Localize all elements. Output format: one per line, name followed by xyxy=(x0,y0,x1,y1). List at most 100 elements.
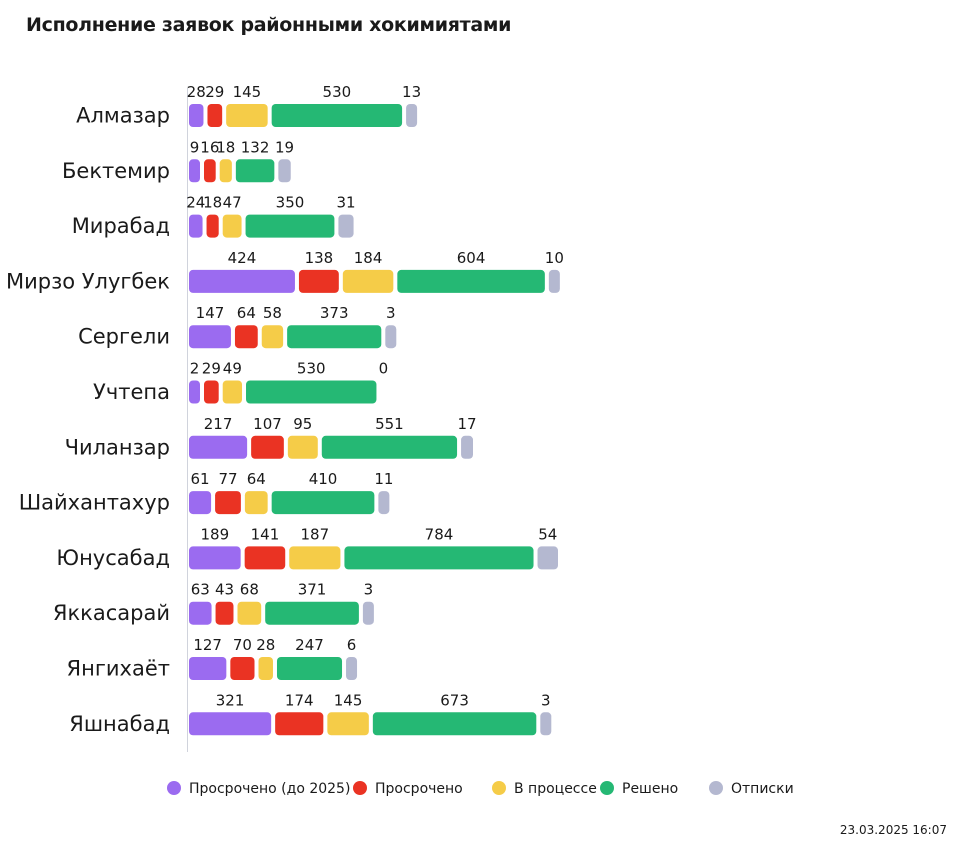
bar-segment xyxy=(338,214,354,238)
bar-segment xyxy=(372,712,537,736)
bar-segment xyxy=(327,712,369,736)
value-label: 19 xyxy=(275,138,294,156)
bar-segment xyxy=(189,214,203,238)
bar-segment xyxy=(244,546,286,570)
category-label: Алмазар xyxy=(76,104,170,128)
category-label: Юнусабад xyxy=(56,546,170,570)
value-label: 189 xyxy=(201,525,230,543)
value-label: 132 xyxy=(241,138,270,156)
value-label: 61 xyxy=(190,470,209,488)
bar-segment xyxy=(548,269,560,293)
category-label: Бектемир xyxy=(62,159,170,183)
value-label: 29 xyxy=(202,360,221,378)
value-label: 174 xyxy=(285,691,314,709)
value-label: 49 xyxy=(223,360,242,378)
bar-segment xyxy=(362,601,374,625)
legend-swatch xyxy=(709,781,723,795)
legend-label: Отписки xyxy=(731,781,794,797)
value-label: 321 xyxy=(216,691,245,709)
value-label: 58 xyxy=(263,304,282,322)
bar-segment xyxy=(258,657,273,680)
value-label: 6 xyxy=(347,636,357,654)
bar-segment xyxy=(397,269,545,293)
bar-segment xyxy=(189,269,295,293)
legend-label: Просрочено xyxy=(375,781,463,797)
bar-segment xyxy=(189,546,241,570)
value-label: 28 xyxy=(256,636,275,654)
bar-segment xyxy=(271,491,375,515)
category-label: Яшнабад xyxy=(69,712,170,736)
chart-row: Учтепа 2 29 49 530 0 xyxy=(93,360,388,405)
legend-swatch xyxy=(492,781,506,795)
value-label: 18 xyxy=(203,194,222,212)
bar-segment xyxy=(230,657,255,680)
bar-segment xyxy=(189,380,200,404)
chart-row: Янгихаёт 127 70 28 247 6 xyxy=(67,636,358,681)
value-label: 43 xyxy=(215,581,234,599)
chart-row: Сергели 147 64 58 373 3 xyxy=(78,304,397,349)
value-label: 138 xyxy=(305,249,334,267)
value-label: 64 xyxy=(247,470,266,488)
bar-segment xyxy=(275,712,324,736)
value-label: 145 xyxy=(233,83,262,101)
value-label: 29 xyxy=(205,83,224,101)
value-label: 350 xyxy=(276,194,305,212)
legend-item: В процессе xyxy=(492,781,597,797)
value-label: 145 xyxy=(334,691,363,709)
legend-label: Решено xyxy=(622,781,678,797)
bar-segment xyxy=(189,435,248,459)
category-label: Мирабад xyxy=(72,214,170,238)
value-label: 47 xyxy=(223,194,242,212)
value-label: 2 xyxy=(190,360,200,378)
bar-segment xyxy=(244,491,268,515)
bar-segment xyxy=(189,601,212,625)
bar-segment xyxy=(215,601,234,625)
category-label: Учтепа xyxy=(93,380,170,404)
value-label: 54 xyxy=(538,525,557,543)
bar-segment xyxy=(204,380,219,404)
value-label: 551 xyxy=(375,415,404,433)
bar-segment xyxy=(206,214,219,238)
bar-segment xyxy=(222,214,242,238)
bar-segment xyxy=(204,159,216,183)
bar-segment xyxy=(540,712,552,736)
value-label: 9 xyxy=(190,138,200,156)
bar-segment xyxy=(271,104,403,127)
value-label: 24 xyxy=(186,194,205,212)
value-label: 3 xyxy=(386,304,396,322)
bar-segment xyxy=(346,657,358,680)
legend-swatch xyxy=(167,781,181,795)
chart-row: Яккасарай 63 43 68 371 3 xyxy=(53,581,374,625)
legend-item: Решено xyxy=(600,781,678,797)
bar-segment xyxy=(215,491,241,515)
bar-segment xyxy=(287,435,318,459)
value-label: 217 xyxy=(204,415,233,433)
value-label: 63 xyxy=(191,581,210,599)
value-label: 3 xyxy=(364,581,374,599)
value-label: 371 xyxy=(298,581,327,599)
category-label: Сергели xyxy=(78,325,170,349)
category-label: Чиланзар xyxy=(65,435,170,459)
value-label: 424 xyxy=(228,249,257,267)
bar-segment xyxy=(298,269,339,293)
value-label: 3 xyxy=(541,691,551,709)
bar-segment xyxy=(219,159,232,183)
timestamp: 23.03.2025 16:07 xyxy=(839,823,947,837)
bar-segment xyxy=(385,325,397,349)
bar-segment xyxy=(207,104,223,127)
bar-segment xyxy=(378,491,390,515)
value-label: 673 xyxy=(440,691,469,709)
bar-segment xyxy=(222,380,243,404)
value-label: 141 xyxy=(251,525,280,543)
bar-segment xyxy=(246,380,377,404)
value-label: 530 xyxy=(323,83,352,101)
bar-segment xyxy=(261,325,284,349)
value-label: 70 xyxy=(233,636,252,654)
legend-label: Просрочено (до 2025) xyxy=(189,781,350,797)
bar-segment xyxy=(251,435,284,459)
value-label: 107 xyxy=(253,415,282,433)
value-label: 127 xyxy=(193,636,222,654)
bar-segment xyxy=(289,546,341,570)
